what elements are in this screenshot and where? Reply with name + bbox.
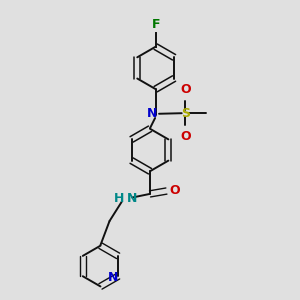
- Text: O: O: [180, 83, 191, 96]
- Text: H: H: [114, 193, 124, 206]
- Text: O: O: [180, 130, 191, 143]
- Text: N: N: [147, 107, 157, 120]
- Text: S: S: [181, 107, 190, 120]
- Text: O: O: [169, 184, 180, 197]
- Text: N: N: [108, 271, 118, 284]
- Text: N: N: [127, 193, 137, 206]
- Text: F: F: [152, 18, 160, 31]
